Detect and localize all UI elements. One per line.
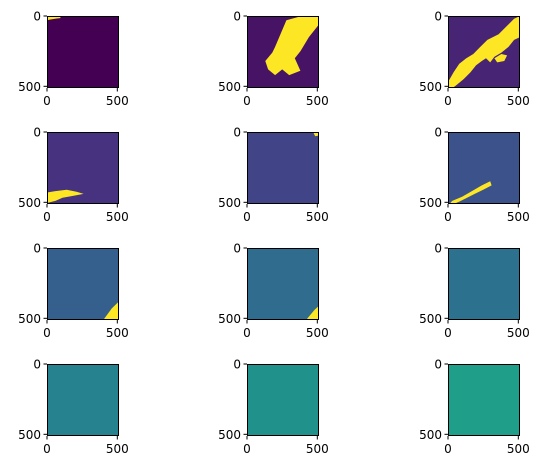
y-tick-label: 500 — [18, 428, 41, 442]
axes-frame — [47, 248, 119, 320]
y-tick-label: 500 — [419, 196, 442, 210]
y-tick-label: 0 — [233, 358, 241, 372]
y-tick-label: 0 — [33, 242, 41, 256]
y-tick-label: 500 — [18, 196, 41, 210]
y-tick-label: 0 — [233, 242, 241, 256]
x-tick-label: 0 — [243, 326, 251, 340]
axes-frame — [448, 364, 520, 436]
y-tick-label: 500 — [419, 80, 442, 94]
y-tick-label: 0 — [434, 358, 442, 372]
x-tick-label: 500 — [507, 442, 530, 456]
y-tick-label: 500 — [419, 312, 442, 326]
y-tick-label: 500 — [218, 312, 241, 326]
x-tick-label: 500 — [306, 210, 329, 224]
axes-frame — [47, 16, 119, 88]
x-tick-label: 0 — [444, 442, 452, 456]
x-tick-label: 500 — [106, 94, 129, 108]
image-background — [247, 248, 319, 320]
x-tick-label: 0 — [243, 442, 251, 456]
mask-region — [494, 54, 508, 63]
axes-frame — [47, 364, 119, 436]
x-tick-label: 500 — [306, 442, 329, 456]
mask-region — [313, 132, 319, 137]
image-background — [247, 364, 319, 436]
x-tick-label: 500 — [306, 326, 329, 340]
y-tick-label: 0 — [434, 242, 442, 256]
mask-region — [306, 305, 319, 320]
x-tick-label: 0 — [444, 210, 452, 224]
y-tick-label: 0 — [33, 10, 41, 24]
image-background — [47, 364, 119, 436]
y-tick-label: 0 — [434, 10, 442, 24]
axes-frame — [47, 132, 119, 204]
y-tick-label: 0 — [33, 126, 41, 140]
x-tick-label: 0 — [243, 94, 251, 108]
x-tick-label: 500 — [306, 94, 329, 108]
axes-frame — [247, 16, 319, 88]
axes-frame — [448, 248, 520, 320]
x-tick-label: 0 — [243, 210, 251, 224]
y-tick-label: 500 — [18, 312, 41, 326]
axes-frame — [247, 132, 319, 204]
image-background — [448, 248, 520, 320]
y-tick-label: 0 — [33, 358, 41, 372]
axes-frame — [448, 132, 520, 204]
image-background — [448, 364, 520, 436]
mask-region — [265, 16, 319, 76]
y-tick-label: 500 — [218, 428, 241, 442]
y-tick-label: 500 — [218, 196, 241, 210]
x-tick-label: 500 — [106, 326, 129, 340]
mask-region — [448, 16, 520, 88]
image-background — [47, 16, 119, 88]
mask-region — [103, 301, 119, 320]
axes-frame — [247, 364, 319, 436]
y-tick-label: 0 — [233, 10, 241, 24]
y-tick-label: 500 — [218, 80, 241, 94]
y-tick-label: 0 — [434, 126, 442, 140]
image-background — [247, 132, 319, 204]
x-tick-label: 0 — [43, 442, 51, 456]
y-tick-label: 500 — [419, 428, 442, 442]
x-tick-label: 0 — [43, 326, 51, 340]
axes-frame — [448, 16, 520, 88]
image-background — [448, 132, 520, 204]
x-tick-label: 0 — [444, 94, 452, 108]
y-tick-label: 0 — [233, 126, 241, 140]
mask-region — [47, 16, 61, 21]
x-tick-label: 500 — [507, 94, 530, 108]
image-background — [47, 248, 119, 320]
x-tick-label: 500 — [507, 326, 530, 340]
x-tick-label: 0 — [444, 326, 452, 340]
mask-region — [47, 189, 84, 203]
x-tick-label: 500 — [507, 210, 530, 224]
axes-frame — [247, 248, 319, 320]
x-tick-label: 0 — [43, 94, 51, 108]
x-tick-label: 0 — [43, 210, 51, 224]
x-tick-label: 500 — [106, 210, 129, 224]
x-tick-label: 500 — [106, 442, 129, 456]
y-tick-label: 500 — [18, 80, 41, 94]
mask-region — [449, 181, 492, 204]
